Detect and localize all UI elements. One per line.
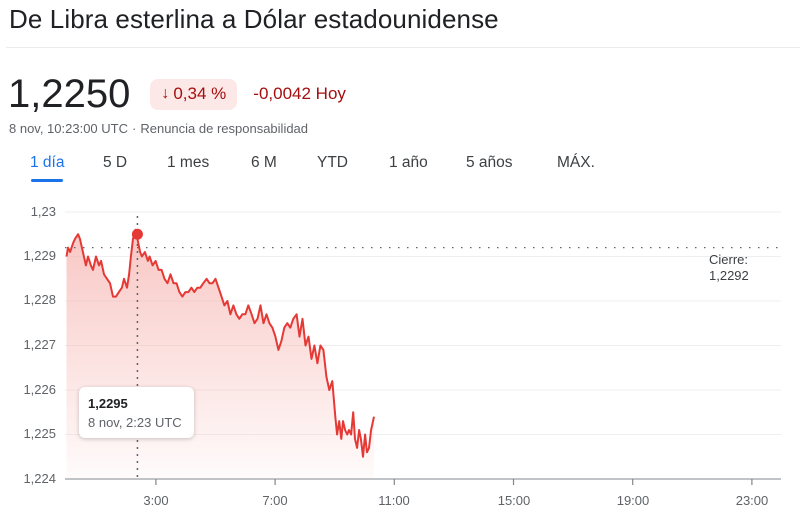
previous-close-label: Cierre: 1,2292 xyxy=(709,252,749,284)
x-tick-label: 23:00 xyxy=(735,493,769,508)
change-percent-badge: ↓ 0,34 % xyxy=(150,78,238,110)
tooltip-value: 1,2295 xyxy=(88,396,128,411)
y-tick-label: 1,224 xyxy=(23,471,56,486)
tab-ytd[interactable]: YTD xyxy=(317,154,348,171)
timestamp: 8 nov, 10:23:00 UTC xyxy=(9,121,128,136)
x-tick-label: 15:00 xyxy=(497,493,531,508)
header-divider xyxy=(6,47,800,48)
page-title: De Libra esterlina a Dólar estadounidens… xyxy=(9,4,499,34)
price-area-fill xyxy=(66,229,374,479)
highlight-point xyxy=(131,228,143,240)
previous-close-title: Cierre: xyxy=(709,252,749,267)
y-tick-label: 1,226 xyxy=(23,382,56,397)
tab-5-d[interactable]: 5 D xyxy=(103,154,128,171)
x-tick-label: 7:00 xyxy=(262,493,288,508)
current-price: 1,2250 xyxy=(8,72,131,116)
y-tick-label: 1,23 xyxy=(30,204,56,219)
quote-subline: 8 nov, 10:23:00 UTC · Renuncia de responsa… xyxy=(9,121,308,136)
hover-tooltip: 1,2295 8 nov, 2:23 UTC xyxy=(79,387,194,438)
y-tick-label: 1,225 xyxy=(23,426,56,441)
change-absolute: -0,0042 Hoy xyxy=(253,84,346,103)
tab-1-mes[interactable]: 1 mes xyxy=(167,154,210,171)
price-line xyxy=(65,228,375,458)
tab-6-m[interactable]: 6 M xyxy=(251,154,277,171)
disclaimer-link[interactable]: Renuncia de responsabilidad xyxy=(140,121,309,136)
tab-1-dia[interactable]: 1 día xyxy=(30,154,65,182)
tab-1-ano[interactable]: 1 año xyxy=(389,154,428,171)
tab-5-anos[interactable]: 5 años xyxy=(466,154,513,171)
arrow-down-icon: ↓ xyxy=(161,84,170,102)
separator: · xyxy=(132,121,137,136)
previous-close-value: 1,2292 xyxy=(709,268,749,283)
quote-row: 1,2250 ↓ 0,34 % -0,0042 Hoy xyxy=(8,70,346,118)
tooltip-time: 8 nov, 2:23 UTC xyxy=(88,415,182,430)
tab-max[interactable]: MÁX. xyxy=(557,154,595,171)
y-tick-label: 1,228 xyxy=(23,292,56,307)
x-tick-label: 3:00 xyxy=(143,493,169,508)
y-tick-label: 1,229 xyxy=(23,248,56,263)
x-tick-label: 19:00 xyxy=(616,493,650,508)
y-tick-label: 1,227 xyxy=(23,337,56,352)
change-percent: 0,34 % xyxy=(173,83,227,103)
x-tick-label: 11:00 xyxy=(378,493,410,508)
